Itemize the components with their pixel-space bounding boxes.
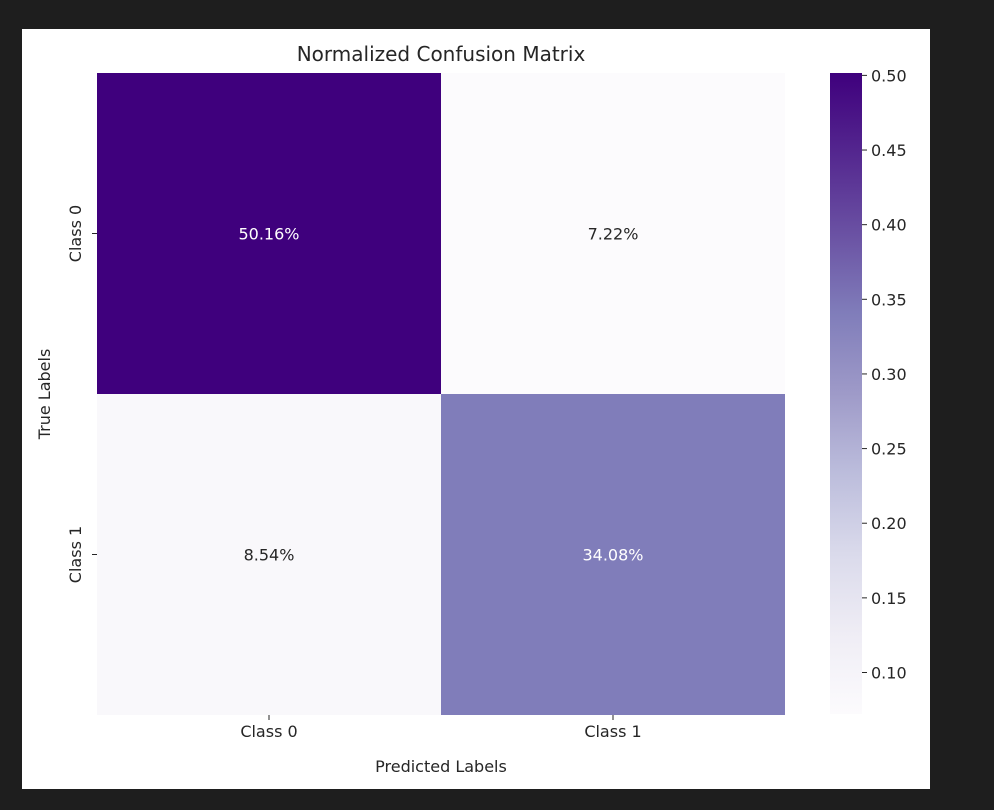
colorbar-tick-label: 0.25 <box>871 440 907 459</box>
x-axis-title: Predicted Labels <box>375 757 507 776</box>
colorbar-tick-label: 0.40 <box>871 216 907 235</box>
chart-title: Normalized Confusion Matrix <box>297 42 586 66</box>
heatmap-cell <box>97 73 441 394</box>
x-tick-label: Class 1 <box>584 722 641 741</box>
cell-value-label: 50.16% <box>238 225 299 244</box>
colorbar-tick-label: 0.30 <box>871 365 907 384</box>
colorbar-tick-label: 0.45 <box>871 141 907 160</box>
colorbar-ticks: 0.10 0.15 0.20 0.25 0.30 0.35 0.40 0.45 0.50 <box>862 66 907 683</box>
heatmap-cells: 50.16% 7.22% 8.54% 34.08% <box>97 73 785 715</box>
colorbar-tick-label: 0.35 <box>871 290 907 309</box>
figure-canvas: Normalized Confusion Matrix 50.16% 7.22% 8… <box>22 29 930 789</box>
colorbar-tick-label: 0.10 <box>871 664 907 683</box>
cell-value-label: 7.22% <box>588 225 639 244</box>
colorbar <box>830 73 862 714</box>
colorbar-tick-label: 0.15 <box>871 589 907 608</box>
x-axis-ticks: Class 0 Class 1 <box>240 715 642 741</box>
colorbar-tick-label: 0.20 <box>871 514 907 533</box>
confusion-matrix-chart: Normalized Confusion Matrix 50.16% 7.22% 8… <box>35 42 907 776</box>
y-tick-label: Class 1 <box>66 526 85 583</box>
y-axis-ticks: Class 0 Class 1 <box>66 205 97 583</box>
y-axis-title: True Labels <box>35 349 54 441</box>
heatmap-cell <box>441 394 785 715</box>
colorbar-tick-label: 0.50 <box>871 66 907 85</box>
y-tick-label: Class 0 <box>66 205 85 262</box>
cell-value-label: 34.08% <box>582 546 643 565</box>
cell-value-label: 8.54% <box>244 546 295 565</box>
heatmap-cell <box>97 394 441 715</box>
heatmap-cell <box>441 73 785 394</box>
x-tick-label: Class 0 <box>240 722 297 741</box>
